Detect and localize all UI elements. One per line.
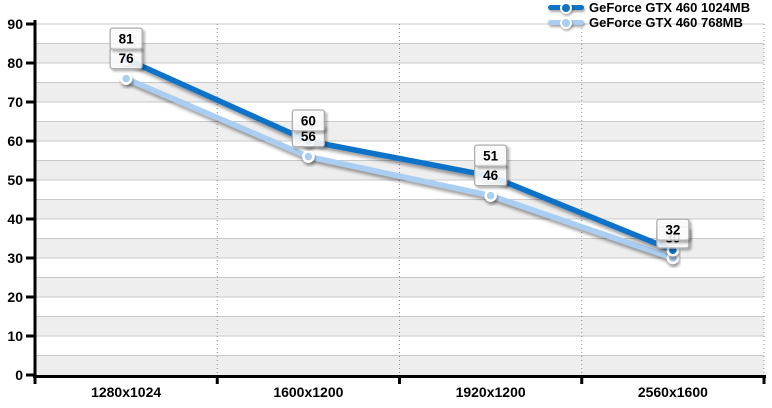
y-axis-tick-label: 50: [7, 172, 23, 188]
data-point-marker: [119, 72, 133, 85]
data-label-value: 56: [301, 129, 317, 144]
data-label-value: 60: [301, 114, 316, 129]
data-label: 81: [109, 27, 143, 50]
y-axis-tick: [26, 100, 35, 104]
data-label-box: [656, 218, 690, 241]
data-point-marker: [484, 189, 497, 202]
data-label: 46: [473, 163, 508, 187]
y-axis-tick: [26, 61, 35, 65]
legend-label-1024mb: GeForce GTX 460 1024MB: [589, 0, 751, 15]
y-axis-tick-label: 30: [7, 250, 23, 266]
data-label-value: 51: [483, 149, 499, 164]
y-axis-tick-label: 10: [7, 328, 23, 344]
data-label: 32: [656, 218, 690, 241]
legend-marker-dot-icon: [560, 17, 572, 29]
legend: GeForce GTX 460 1024MB GeForce GTX 460 7…: [548, 0, 750, 30]
y-axis-tick-label: 80: [7, 55, 23, 71]
series-768mb-line-marker-icon: [548, 16, 584, 29]
y-axis-tick: [26, 256, 35, 260]
y-axis-tick-label: 40: [7, 211, 23, 227]
y-axis-tick: [26, 373, 35, 377]
legend-item-gtx460-1024mb: GeForce GTX 460 1024MB: [548, 0, 750, 15]
data-label-value: 46: [483, 168, 499, 183]
data-label-box: [291, 109, 326, 132]
data-label: 51: [473, 144, 508, 167]
y-axis-tick-label: 90: [7, 16, 23, 32]
x-axis-category-label: 1600x1200: [273, 384, 343, 400]
data-label: 76: [109, 46, 143, 70]
data-point-marker: [302, 150, 315, 163]
data-label-value: 81: [119, 32, 135, 47]
series-line-768mb: [123, 75, 676, 261]
y-axis-tick: [26, 178, 35, 182]
x-axis-tick: [762, 375, 766, 384]
data-label-value: 76: [119, 51, 135, 66]
x-axis-tick: [215, 375, 219, 384]
y-axis-tick: [26, 334, 35, 338]
x-axis-category-label: 2560x1600: [638, 384, 708, 400]
x-axis-category-label: 1920x1200: [456, 384, 526, 400]
plot-band: [35, 316, 764, 336]
data-label: 60: [291, 109, 326, 132]
series-line-1024mb: [123, 56, 676, 253]
x-axis-tick: [398, 375, 401, 384]
y-axis-tick: [26, 295, 35, 299]
y-axis-tick-label: 0: [15, 367, 23, 383]
x-axis-category-label: 1280x1024: [91, 384, 161, 400]
plot-band: [35, 160, 764, 180]
data-label-box: [473, 144, 508, 167]
y-axis-tick-label: 20: [7, 289, 23, 305]
data-label-value: 32: [665, 223, 680, 238]
legend-marker-dot-icon: [560, 2, 572, 14]
y-axis-tick-label: 60: [7, 133, 23, 149]
x-axis-tick: [580, 375, 584, 384]
legend-label-768mb: GeForce GTX 460 768MB: [589, 15, 743, 30]
data-label-box: [109, 27, 143, 50]
y-axis-tick: [26, 22, 35, 26]
legend-item-gtx460-768mb: GeForce GTX 460 768MB: [548, 15, 750, 30]
y-axis-tick: [26, 217, 35, 221]
y-axis-line: [33, 20, 37, 384]
series-1024mb-line-marker-icon: [548, 1, 584, 14]
y-axis-tick: [26, 139, 35, 143]
y-axis-tick-label: 70: [7, 94, 23, 110]
